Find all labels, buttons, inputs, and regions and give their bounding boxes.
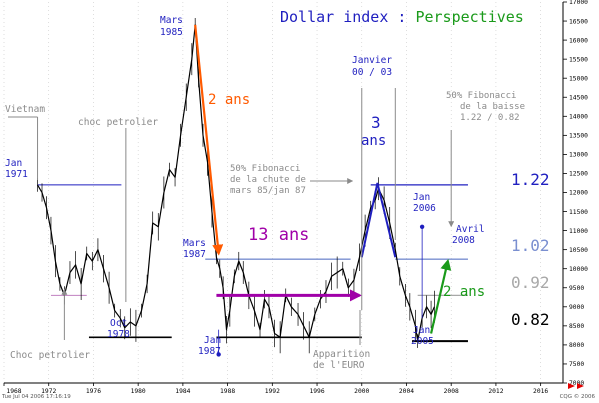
label-jan1987-a: Jan [204,335,221,346]
label-3ans-word: ans [361,133,386,149]
label-jan2005-b: 2005 [411,336,434,347]
label-fibo1-a: 50% Fibonacci [230,164,300,174]
label-jan2006-b: 2006 [413,203,436,214]
title-green-part: Perspectives [415,8,523,26]
x-tick-label-4: 1984 [175,388,190,395]
chart-title: Dollar index : Perspectives [280,8,524,26]
footer-right: CQG © 2006 [559,394,595,400]
y-tick-label-13: 13500 [569,133,588,140]
y-tick-label-20: 17000 [569,0,588,6]
level-label-102: 1.02 [511,236,550,255]
x-tick-label-12: 2016 [533,388,548,395]
label-2ans-green: 2 ans [443,284,485,300]
y-tick-label-4: 9000 [569,304,584,311]
y-tick-label-10: 12000 [569,190,588,197]
x-tick-label-1: 1972 [41,388,56,395]
label-jan1971-a: Jan [5,158,22,169]
label-mars1985-a: Mars [160,15,183,26]
arrow-2ans-green [430,258,452,334]
arrow-2ans-orange [194,24,224,256]
y-tick-label-18: 16000 [569,37,588,44]
y-tick-label-7: 10500 [569,247,588,254]
label-janvier-a: Janvier [352,55,392,66]
y-tick-label-5: 9500 [569,285,584,292]
level-label-092: 0.92 [511,273,550,292]
y-tick-label-15: 14500 [569,94,588,101]
y-tick-label-6: 10000 [569,266,588,273]
label-euro-b: de l'EURO [313,360,365,371]
y-tick-label-17: 15500 [569,56,588,63]
label-jan1971-b: 1971 [5,169,28,180]
label-avril-b: 2008 [452,235,475,246]
label-mars1985-b: 1985 [160,27,183,38]
level-label-082: 0.82 [511,310,550,329]
label-oct1978-a: Oct [110,318,127,329]
y-tick-label-16: 15000 [569,75,588,82]
x-tick-label-8: 2000 [354,388,369,395]
label-choc-bottom: Choc petrolier [10,350,90,361]
label-janvier-b: 00 / 03 [352,67,392,78]
y-tick-label-8: 11000 [569,228,588,235]
x-axis-red-arrow [577,383,584,389]
x-tick-label-7: 1996 [309,388,324,395]
x-tick-label-9: 2004 [399,388,414,395]
x-tick-label-0: 1968 [6,388,21,395]
label-fibo2-a: 50% Fibonacci [446,91,516,101]
arrows [8,24,455,357]
label-fibo1-b: de la chute de [230,175,306,185]
y-tick-label-1: 7500 [569,361,584,368]
y-tick-label-9: 11500 [569,209,588,216]
label-13ans: 13 ans [248,225,309,245]
annotation-labels: Dollar index : Perspectives Vietnam choc p… [5,8,550,371]
y-tick-label-12: 13000 [569,152,588,159]
footer-left: Tue Jul 04 2006 17:16:19 [2,394,71,400]
x-axis-red-arrow-2 [568,383,575,389]
x-tick-label-3: 1980 [131,388,146,395]
y-tick-label-2: 8000 [569,342,584,349]
x-tick-label-2: 1976 [86,388,101,395]
label-fibo1-c: mars 85/jan 87 [230,186,306,196]
label-jan2006-a: Jan [413,192,430,203]
x-tick-label-6: 1992 [265,388,280,395]
axes: 7000 7500 8000 8500 9000 9500 10000 10500 11000 1… [3,0,588,395]
x-tick-label-5: 1988 [220,388,235,395]
x-tick-label-10: 2008 [444,388,459,395]
level-lines [37,184,468,343]
y-tick-label-0: 7000 [569,380,584,387]
y-tick-label-11: 12500 [569,171,588,178]
label-mars1987-b: 1987 [183,249,206,260]
label-fibo2-b: de la baisse [460,102,525,112]
y-tick-label-3: 8500 [569,323,584,330]
label-avril-a: Avril [456,224,485,235]
label-oct1978-b: 1978 [107,329,130,340]
label-euro-a: Apparition [313,349,370,360]
label-jan1987-b: 1987 [198,346,221,357]
x-tick-label-11: 2012 [488,388,503,395]
label-2ans-orange: 2 ans [208,92,250,108]
label-vietnam: Vietnam [5,104,45,115]
y-tick-label-14: 14000 [569,114,588,121]
label-mars1987-a: Mars [183,238,206,249]
label-jan2005-a: Jan [413,325,430,336]
label-fibo2-c: 1.22 / 0.82 [460,113,520,123]
y-tick-label-19: 16500 [569,18,588,25]
label-choc-top: choc petrolier [78,117,158,128]
level-label-122: 1.22 [511,170,550,189]
title-black-part: Dollar index : [280,8,415,26]
arrow-3ans-blue [360,182,397,258]
label-3ans-num: 3 [371,113,381,132]
